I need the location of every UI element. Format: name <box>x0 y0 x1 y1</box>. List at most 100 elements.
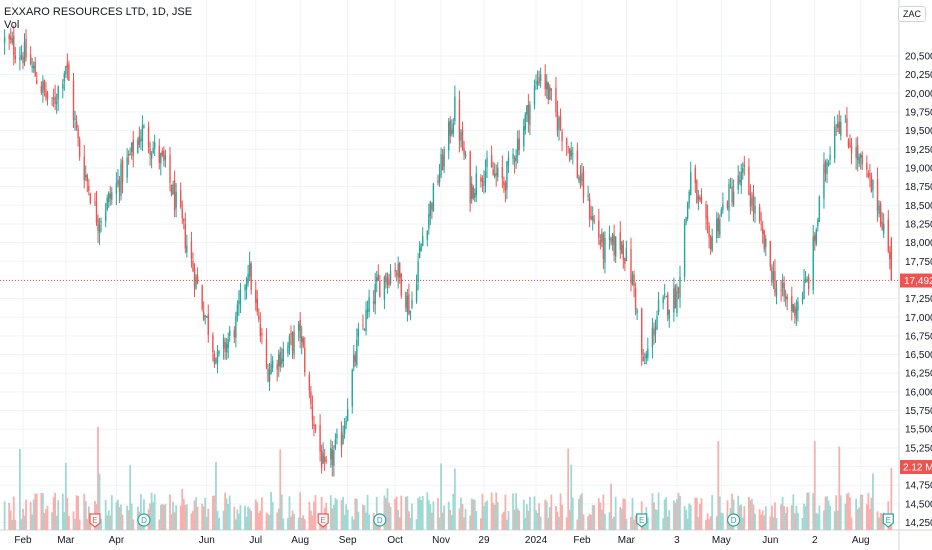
dividend-marker-icon <box>373 513 387 527</box>
candle-body <box>656 316 658 330</box>
x-tick-label: Mar <box>57 535 75 546</box>
candle-body <box>771 267 773 283</box>
currency-button[interactable]: ZAC <box>898 6 926 22</box>
candle-body <box>31 65 33 68</box>
candle-body <box>431 203 433 210</box>
candle-body <box>665 296 667 298</box>
candle-body <box>356 339 358 365</box>
candle-body <box>222 338 225 349</box>
candle-body <box>697 196 700 200</box>
volume-bar <box>334 498 337 530</box>
candle-body <box>705 204 707 219</box>
volume-bar <box>720 512 723 530</box>
y-tick-label: 15,750 <box>905 406 932 417</box>
candle-body <box>742 167 744 173</box>
volume-bar <box>806 492 809 530</box>
candle-body <box>706 216 709 225</box>
volume-bar <box>568 510 571 530</box>
volume-bar <box>259 510 262 530</box>
volume-bar <box>663 499 666 530</box>
y-tick-label: 18,500 <box>905 201 932 212</box>
volume-bar <box>602 494 605 530</box>
volume-bar <box>879 512 882 530</box>
candle-body <box>368 297 370 312</box>
y-tick-label: 18,000 <box>905 238 932 249</box>
volume-bar <box>559 493 562 530</box>
volume-bar <box>581 493 583 530</box>
candle-body <box>325 460 327 462</box>
volume-bar <box>98 473 101 530</box>
candle-body <box>150 153 153 159</box>
y-tick-label: 20,000 <box>905 89 932 100</box>
candle-body <box>311 406 314 421</box>
volume-bar <box>515 493 518 530</box>
candle-body <box>889 251 891 260</box>
candle-body <box>780 289 782 291</box>
volume-bar <box>535 510 537 530</box>
volume-bar <box>233 506 236 530</box>
candle-body <box>255 290 257 303</box>
candle-body <box>728 183 730 211</box>
candle-body <box>599 239 602 245</box>
candle-body <box>258 315 260 320</box>
volume-bar <box>83 493 86 530</box>
candle-body <box>570 150 572 157</box>
volume-bar <box>818 505 821 530</box>
volume-bar <box>245 516 248 530</box>
candle-body <box>385 273 387 283</box>
volume-bar <box>611 518 614 530</box>
candle-body <box>791 296 793 312</box>
candle-body <box>245 278 248 290</box>
volume-bar <box>271 501 274 530</box>
candle-body <box>140 138 142 142</box>
volume-bar <box>3 501 6 530</box>
candle-body <box>663 293 666 295</box>
volume-bar <box>576 519 579 530</box>
candle-body <box>147 127 150 148</box>
volume-bar <box>336 499 338 530</box>
volume-bar <box>417 498 420 530</box>
candle-body <box>451 129 453 135</box>
volume-bar <box>665 497 668 530</box>
volume-bar <box>12 496 15 530</box>
candle-body <box>13 35 15 56</box>
volume-bar <box>812 493 815 530</box>
volume-bar <box>774 502 776 530</box>
y-tick-label: 16,750 <box>905 331 932 342</box>
volume-bar <box>469 515 472 530</box>
volume-bar <box>850 517 853 530</box>
candle-body <box>784 296 787 299</box>
candle-body <box>516 139 519 156</box>
candle-body <box>645 354 647 359</box>
candle-body <box>322 453 324 464</box>
candle-body <box>812 236 814 291</box>
candle-body <box>769 240 772 267</box>
candle-body <box>229 330 231 337</box>
candle-body <box>345 421 347 425</box>
volume-bar <box>780 504 782 530</box>
candle-body <box>817 220 819 227</box>
candle-body <box>330 447 332 460</box>
candle-body <box>310 391 312 405</box>
volume-bar <box>588 513 591 530</box>
volume-bar <box>250 510 253 530</box>
candle-body <box>94 201 96 203</box>
marker-label: D <box>731 516 737 525</box>
candle-body <box>74 118 76 120</box>
candle-body <box>131 142 133 152</box>
candle-body <box>475 173 478 196</box>
volume-bar <box>856 509 859 530</box>
volume-bar <box>342 496 344 530</box>
volume-bar <box>61 493 64 530</box>
candle-body <box>141 125 144 142</box>
volume-bar <box>218 517 220 530</box>
volume-bar <box>793 513 796 530</box>
candle-body <box>867 173 870 178</box>
price-badge <box>900 273 932 288</box>
candle-body <box>40 86 43 93</box>
volume-bar <box>686 518 689 530</box>
candle-body <box>426 231 428 240</box>
volume-bar <box>43 512 46 530</box>
candle-body <box>824 161 827 173</box>
